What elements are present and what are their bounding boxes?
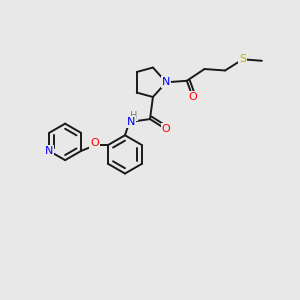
Text: N: N [45, 146, 53, 156]
Text: N: N [127, 117, 135, 127]
Text: O: O [162, 124, 171, 134]
Text: H: H [130, 110, 137, 121]
Text: S: S [239, 54, 246, 64]
Text: N: N [162, 77, 170, 87]
Text: O: O [90, 138, 99, 148]
Text: O: O [188, 92, 197, 102]
